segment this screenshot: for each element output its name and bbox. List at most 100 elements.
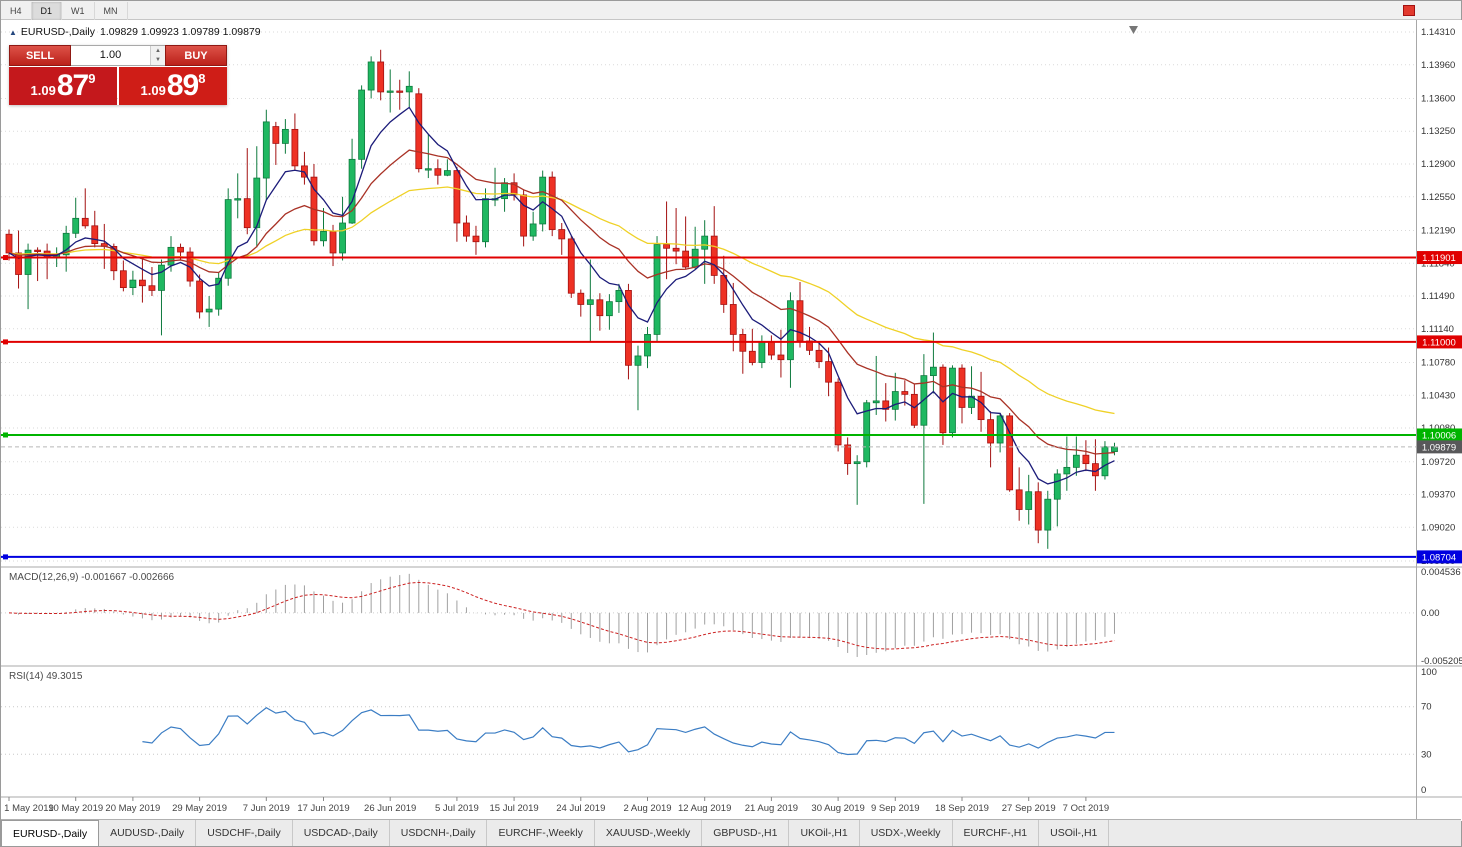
time-axis-label: 10 May 2019: [48, 803, 103, 814]
candle-body: [1063, 466, 1071, 475]
time-axis-label: 18 Sep 2019: [935, 803, 989, 814]
candles: [5, 49, 1118, 549]
candle-body: [177, 246, 184, 253]
candle-body: [320, 231, 327, 242]
candle-body: [910, 393, 918, 426]
candle-body: [405, 85, 413, 93]
candle-body: [977, 395, 985, 421]
volume-stepper[interactable]: 1.00 ▲ ▼: [71, 45, 165, 66]
buy-price-big: 89: [166, 69, 199, 102]
tab-usoil-h1[interactable]: USOil-,H1: [1039, 820, 1110, 846]
level-price-label: 1.11901: [1422, 253, 1456, 264]
bid-line: 1.09879: [1, 440, 1462, 454]
timeframe-w1-button[interactable]: W1: [62, 2, 95, 20]
candle-body: [729, 304, 737, 335]
tab-usdcad-daily[interactable]: USDCAD-,Daily: [292, 820, 390, 846]
price-axis-label: 1.11140: [1421, 324, 1454, 335]
tab-usdchf-daily[interactable]: USDCHF-,Daily: [196, 820, 293, 846]
volume-down-button[interactable]: ▼: [151, 55, 165, 65]
macd-axis-label: 0.004536: [1421, 567, 1461, 578]
candle-body: [253, 177, 261, 229]
tab-eurchf-weekly[interactable]: EURCHF-,Weekly: [487, 820, 595, 846]
candle-body: [415, 93, 423, 170]
candle-body: [443, 170, 451, 176]
time-axis-label: 1 May 2019: [4, 803, 54, 814]
chart-tabs-bar: EURUSD-,Daily AUDUSD-,Daily USDCHF-,Daily U…: [1, 819, 1461, 846]
candle-body: [520, 194, 528, 237]
candle-body: [577, 292, 585, 305]
candle-body: [472, 235, 480, 243]
price-axis-label: 1.11490: [1421, 291, 1455, 302]
timeframe-mn-button[interactable]: MN: [95, 2, 128, 20]
sell-price-button[interactable]: 1.09 87 9: [9, 67, 117, 105]
chart-shift-marker-icon[interactable]: [1129, 26, 1138, 34]
candle-body: [377, 61, 385, 93]
tab-eurchf-h1[interactable]: EURCHF-,H1: [952, 820, 1040, 846]
candle-body: [1101, 446, 1109, 477]
candle-body: [110, 246, 118, 272]
sell-price-sup: 9: [88, 70, 96, 86]
ma-line-7: [8, 106, 1115, 485]
bid-price-label: 1.09879: [1422, 442, 1456, 453]
candle-body: [720, 275, 728, 305]
candle-body: [844, 444, 852, 465]
tab-usdx-weekly[interactable]: USDX-,Weekly: [859, 820, 953, 846]
candle-body: [386, 90, 394, 93]
buy-price-prefix: 1.09: [140, 82, 166, 98]
chart-window[interactable]: 1.14310 1.13960 1.13600 1.13250 1.12900 1.125…: [1, 20, 1462, 821]
rsi-axis-label: 70: [1421, 702, 1432, 713]
price-axis-label: 1.12900: [1421, 159, 1455, 170]
candle-body: [72, 217, 80, 234]
price-chart[interactable]: 1.14310 1.13960 1.13600 1.13250 1.12900 1.125…: [1, 20, 1462, 821]
candle-body: [1053, 473, 1061, 500]
candle-body: [1015, 489, 1023, 510]
macd-axis-label: 0.00: [1421, 608, 1440, 619]
candle-body: [5, 233, 13, 254]
level-line-anchor[interactable]: [3, 432, 8, 438]
level-line-anchor[interactable]: [3, 554, 8, 560]
tab-gbpusd-h1[interactable]: GBPUSD-,H1: [702, 820, 790, 846]
time-axis-label: 21 Aug 2019: [745, 803, 798, 814]
chart-symbol-label: EURUSD-,Daily: [20, 26, 96, 38]
tab-usdcnh-daily[interactable]: USDCNH-,Daily: [389, 820, 488, 846]
ma-line-18: [8, 149, 1115, 455]
candle-body: [625, 290, 632, 366]
buy-price-button[interactable]: 1.09 89 8: [119, 67, 227, 105]
candle-body: [663, 244, 670, 249]
volume-value[interactable]: 1.00: [99, 49, 122, 61]
level-price-badge: [1417, 550, 1462, 564]
timeframe-h4-button[interactable]: H4: [1, 2, 32, 20]
candle-body: [796, 300, 804, 342]
buy-price-sup: 8: [198, 70, 206, 86]
candle-body: [139, 279, 146, 287]
buy-button[interactable]: BUY: [165, 45, 227, 66]
candle-body: [682, 250, 690, 268]
candle-body: [853, 461, 861, 465]
candle-body: [1006, 415, 1014, 491]
sell-price-big: 87: [56, 69, 89, 102]
candle-body: [281, 128, 289, 144]
time-axis-label: 15 Jul 2019: [490, 803, 539, 814]
chevron-up-icon: ▲: [155, 47, 161, 54]
tab-xauusd-weekly[interactable]: XAUUSD-,Weekly: [594, 820, 703, 846]
tab-eurusd-daily[interactable]: EURUSD-,Daily: [1, 820, 100, 846]
candle-body: [367, 61, 375, 91]
rsi-axis-label: 0: [1421, 785, 1426, 796]
level-line-anchor[interactable]: [3, 255, 8, 261]
sell-button[interactable]: SELL: [9, 45, 71, 66]
price-axis-label: 1.10780: [1421, 358, 1455, 369]
volume-up-button[interactable]: ▲: [151, 46, 165, 56]
tab-audusd-daily[interactable]: AUDUSD-,Daily: [99, 820, 197, 846]
level-line-anchor[interactable]: [3, 339, 8, 345]
timeframe-d1-button[interactable]: D1: [31, 2, 63, 20]
candle-body: [834, 381, 842, 446]
candle-body: [119, 270, 127, 289]
candle-body: [453, 170, 461, 224]
candle-body: [758, 341, 766, 363]
candle-body: [872, 400, 880, 404]
candle-body: [424, 168, 432, 171]
candle-body: [586, 299, 594, 305]
tab-ukoil-h1[interactable]: UKOil-,H1: [789, 820, 860, 846]
level-price-label: 1.08704: [1422, 552, 1456, 563]
chart-background[interactable]: [1, 20, 1462, 821]
